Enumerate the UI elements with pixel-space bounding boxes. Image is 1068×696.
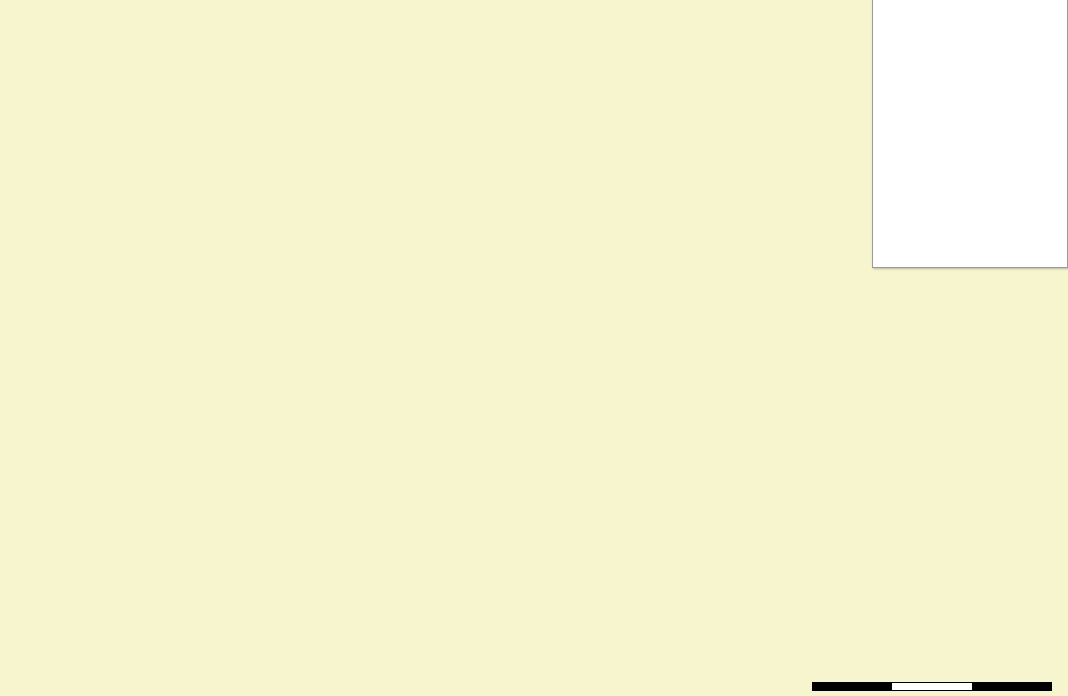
legend-panel[interactable] — [872, 0, 1068, 268]
scale-bar-segment — [813, 683, 893, 690]
scale-bar-segment — [971, 683, 1051, 690]
scale-bar — [812, 668, 1052, 694]
scale-bar-track — [812, 682, 1052, 691]
